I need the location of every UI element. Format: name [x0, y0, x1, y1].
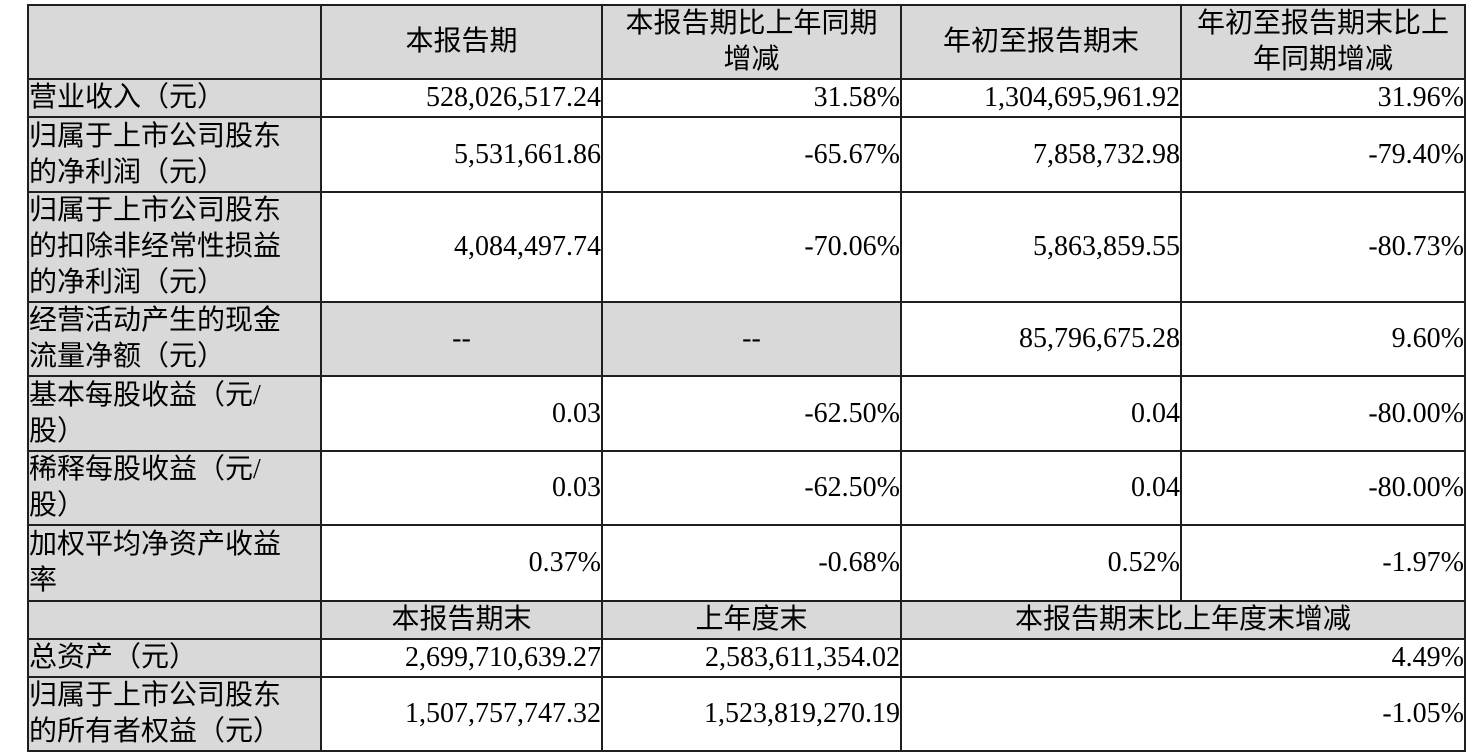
value-prior-year-end: 2,583,611,354.02 [601, 638, 902, 678]
header-change-vs-prior-year-end: 本报告期末比上年度末增减 [900, 600, 1466, 640]
row-label: 加权平均净资产收益 率 [27, 524, 322, 602]
value-current-period: 528,026,517.24 [320, 78, 603, 118]
header-current-period-yoy-change: 本报告期比上年同期 增减 [601, 4, 902, 80]
value-current-period: 4,084,497.74 [320, 191, 603, 303]
value-yoy-change: -62.50% [601, 375, 902, 452]
header-prior-year-end: 上年度末 [601, 600, 902, 640]
value-yoy-change: -62.50% [601, 450, 902, 526]
value-period-end: 2,699,710,639.27 [320, 638, 603, 678]
header-ytd: 年初至报告期末 [900, 4, 1182, 80]
value-ytd: 1,304,695,961.92 [900, 78, 1182, 118]
value-ytd-yoy-change: 9.60% [1180, 301, 1466, 377]
value-ytd: 7,858,732.98 [900, 116, 1182, 193]
value-current-period: 0.37% [320, 524, 603, 602]
value-ytd-yoy-change: -79.40% [1180, 116, 1466, 193]
value-ytd-yoy-change: -80.00% [1180, 375, 1466, 452]
value-ytd-yoy-change: -80.73% [1180, 191, 1466, 303]
value-ytd: 0.52% [900, 524, 1182, 602]
row-label: 营业收入（元） [27, 78, 322, 118]
header-empty-cell [27, 4, 322, 80]
row-label: 总资产（元） [27, 638, 322, 678]
data-row-operating-cash-flow: 经营活动产生的现金 流量净额（元） -- -- 85,796,675.28 9.… [27, 301, 1466, 377]
value-ytd-yoy-change: -1.97% [1180, 524, 1466, 602]
financial-summary-table: 本报告期 本报告期比上年同期 增减 年初至报告期末 年初至报告期末比上 年同期增… [27, 4, 1466, 752]
header-row-period: 本报告期 本报告期比上年同期 增减 年初至报告期末 年初至报告期末比上 年同期增… [27, 4, 1466, 80]
value-yoy-change: -0.68% [601, 524, 902, 602]
data-row-net-profit-excl-nonrecurring: 归属于上市公司股东 的扣除非经常性损益 的净利润（元） 4,084,497.74… [27, 191, 1466, 303]
row-label: 归属于上市公司股东 的扣除非经常性损益 的净利润（元） [27, 191, 322, 303]
value-ytd: 0.04 [900, 375, 1182, 452]
row-label: 归属于上市公司股东 的所有者权益（元） [27, 676, 322, 752]
value-yoy-change-placeholder: -- [601, 301, 902, 377]
data-row-shareholders-equity: 归属于上市公司股东 的所有者权益（元） 1,507,757,747.32 1,5… [27, 676, 1466, 752]
value-ytd-yoy-change: -80.00% [1180, 450, 1466, 526]
row-label: 经营活动产生的现金 流量净额（元） [27, 301, 322, 377]
value-change-vs-prior-year-end: 4.49% [900, 638, 1466, 678]
value-ytd: 85,796,675.28 [900, 301, 1182, 377]
value-ytd: 5,863,859.55 [900, 191, 1182, 303]
row-label: 基本每股收益（元/ 股） [27, 375, 322, 452]
header-row-period-end: 本报告期末 上年度末 本报告期末比上年度末增减 [27, 600, 1466, 640]
header-period-end: 本报告期末 [320, 600, 603, 640]
value-current-period-placeholder: -- [320, 301, 603, 377]
header-current-period: 本报告期 [320, 4, 603, 80]
data-row-operating-revenue: 营业收入（元） 528,026,517.24 31.58% 1,304,695,… [27, 78, 1466, 118]
row-label: 归属于上市公司股东 的净利润（元） [27, 116, 322, 193]
data-row-total-assets: 总资产（元） 2,699,710,639.27 2,583,611,354.02… [27, 638, 1466, 678]
value-current-period: 0.03 [320, 375, 603, 452]
value-prior-year-end: 1,523,819,270.19 [601, 676, 902, 752]
row-label: 稀释每股收益（元/ 股） [27, 450, 322, 526]
value-current-period: 5,531,661.86 [320, 116, 603, 193]
value-yoy-change: 31.58% [601, 78, 902, 118]
value-yoy-change: -65.67% [601, 116, 902, 193]
header-ytd-yoy-change: 年初至报告期末比上 年同期增减 [1180, 4, 1466, 80]
value-yoy-change: -70.06% [601, 191, 902, 303]
data-row-basic-eps: 基本每股收益（元/ 股） 0.03 -62.50% 0.04 -80.00% [27, 375, 1466, 452]
value-change-vs-prior-year-end: -1.05% [900, 676, 1466, 752]
data-row-weighted-avg-roe: 加权平均净资产收益 率 0.37% -0.68% 0.52% -1.97% [27, 524, 1466, 602]
value-ytd-yoy-change: 31.96% [1180, 78, 1466, 118]
header-empty-cell [27, 600, 322, 640]
value-current-period: 0.03 [320, 450, 603, 526]
data-row-diluted-eps: 稀释每股收益（元/ 股） 0.03 -62.50% 0.04 -80.00% [27, 450, 1466, 526]
value-ytd: 0.04 [900, 450, 1182, 526]
data-row-net-profit: 归属于上市公司股东 的净利润（元） 5,531,661.86 -65.67% 7… [27, 116, 1466, 193]
value-period-end: 1,507,757,747.32 [320, 676, 603, 752]
